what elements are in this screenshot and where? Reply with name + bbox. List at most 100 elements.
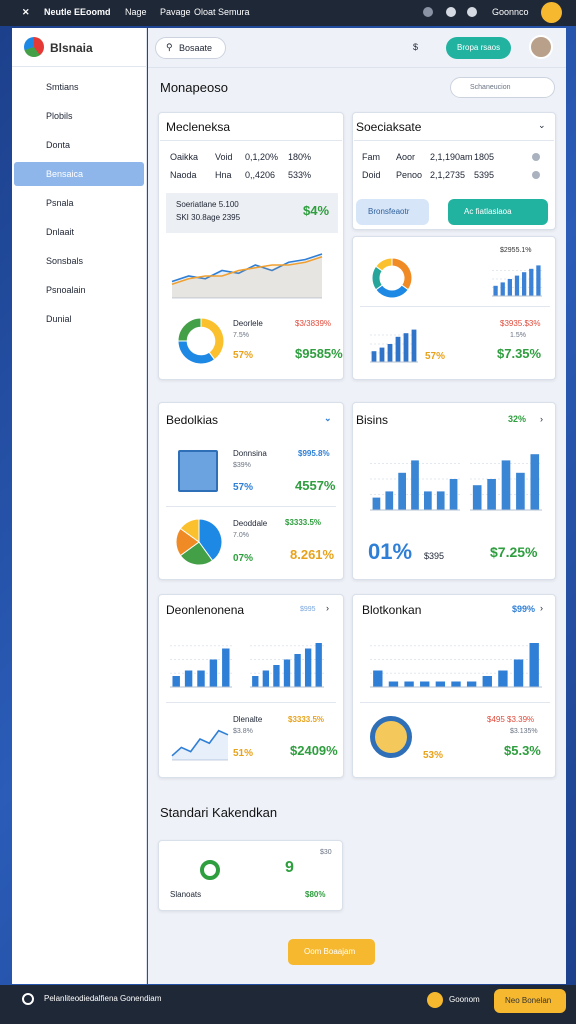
button-text[interactable]: Ac fiatlaslaoa [464,207,512,216]
icon[interactable] [427,992,443,1008]
nav-item-active[interactable]: Bensaica [14,162,144,186]
bar [404,681,414,687]
nav-item[interactable]: Plobils [46,111,73,121]
slice [177,340,216,365]
bar [403,333,409,362]
bar [487,479,496,510]
bar [385,491,394,510]
chevron[interactable]: ⌄ [324,413,332,423]
nav-item[interactable]: Smtians [46,82,79,92]
line [171,729,229,757]
chevron[interactable]: › [540,603,543,613]
user-name[interactable]: Goonnco [492,7,529,17]
label: Slanoats [170,890,202,899]
donut-chart [371,257,413,299]
search[interactable] [155,37,226,59]
menu-item[interactable]: Nage [125,7,147,17]
nav-item[interactable]: Dunial [46,314,72,324]
divider [360,306,550,307]
value: $80% [305,890,326,899]
chevron[interactable]: ⌄ [538,120,546,130]
nav-item[interactable]: Sonsbals [46,256,84,266]
bar [315,643,322,687]
button-text[interactable]: Bronsfeaotr [368,207,410,216]
percent: 57% [233,350,254,361]
bar [372,497,381,510]
filter[interactable] [450,77,555,98]
chevron[interactable]: › [326,603,329,613]
bar [420,681,430,687]
bar [436,491,445,510]
cell: Fam [362,152,380,162]
label: Donnsina [233,449,267,458]
button[interactable] [446,37,511,59]
divider [354,140,554,141]
button-text[interactable]: Bropa rsaos [457,43,501,52]
divider [12,66,147,67]
nav-item[interactable]: Donta [46,140,71,150]
box-value: $4% [303,203,330,218]
icon[interactable] [446,7,456,17]
cell: Aoor [396,152,416,162]
value: $995.8% [298,449,330,458]
slice [375,284,409,299]
button[interactable] [494,989,566,1013]
cell: 2,1,2735 [430,170,466,180]
brand[interactable]: Neutle EEoomd [44,7,111,17]
card-title: Mecleneksa [166,120,231,134]
search-icon: ⚲ [166,42,173,52]
bar [466,681,477,687]
cell: Hna [215,170,232,180]
icon[interactable] [532,171,540,179]
card [158,112,344,380]
menu-item[interactable]: Pavage [160,7,191,17]
icon[interactable] [532,153,540,161]
cta-text[interactable]: Oom Boaajam [304,947,356,956]
bar [411,460,419,510]
label: Deorlele [233,319,263,328]
bar [536,265,541,296]
notification[interactable] [541,2,562,23]
avatar[interactable] [529,35,553,59]
logo[interactable]: Blsnaia [50,41,93,55]
search-text[interactable]: Bosaate [179,43,213,53]
cell: 2,1,190am [430,152,473,162]
percent: 53% [423,750,444,761]
value: $3333.5% [288,715,325,724]
currency[interactable]: $ [413,42,419,52]
nav-item[interactable]: Psnoalain [46,285,86,295]
button[interactable] [356,199,429,225]
bar [529,643,539,687]
bar [222,648,230,687]
user-name[interactable]: Goonom [449,995,480,1004]
bar [513,659,524,687]
menu-item[interactable]: Oloat Semura [194,7,250,17]
cell: Oaikka [170,152,199,162]
bar [387,344,393,362]
icon[interactable] [423,7,433,17]
nav-item[interactable]: Psnala [46,198,74,208]
filter-text[interactable]: Schaneucion [470,84,511,91]
nav-item[interactable]: Dnlaait [46,227,75,237]
sidebar [12,28,147,984]
bar [482,676,492,687]
logo-icon [24,37,44,57]
slice [375,257,393,272]
menu-icon[interactable]: ✕ [22,7,30,17]
bar [451,681,461,687]
icon[interactable] [467,7,477,17]
slice [179,518,200,543]
cta-button[interactable] [288,939,375,965]
cell: Void [215,152,233,162]
button[interactable] [448,199,548,225]
total: $5.3% [504,743,541,758]
badge: $99% [512,604,536,614]
button-text[interactable]: Neo Bonelan [505,996,552,1005]
chevron[interactable]: › [540,414,543,424]
bar [209,659,218,687]
total: $7.35% [497,346,542,361]
label: $39% [233,462,251,469]
value: $3333.5% [285,518,322,527]
label: $3.8% [233,728,253,735]
bar [388,681,399,687]
